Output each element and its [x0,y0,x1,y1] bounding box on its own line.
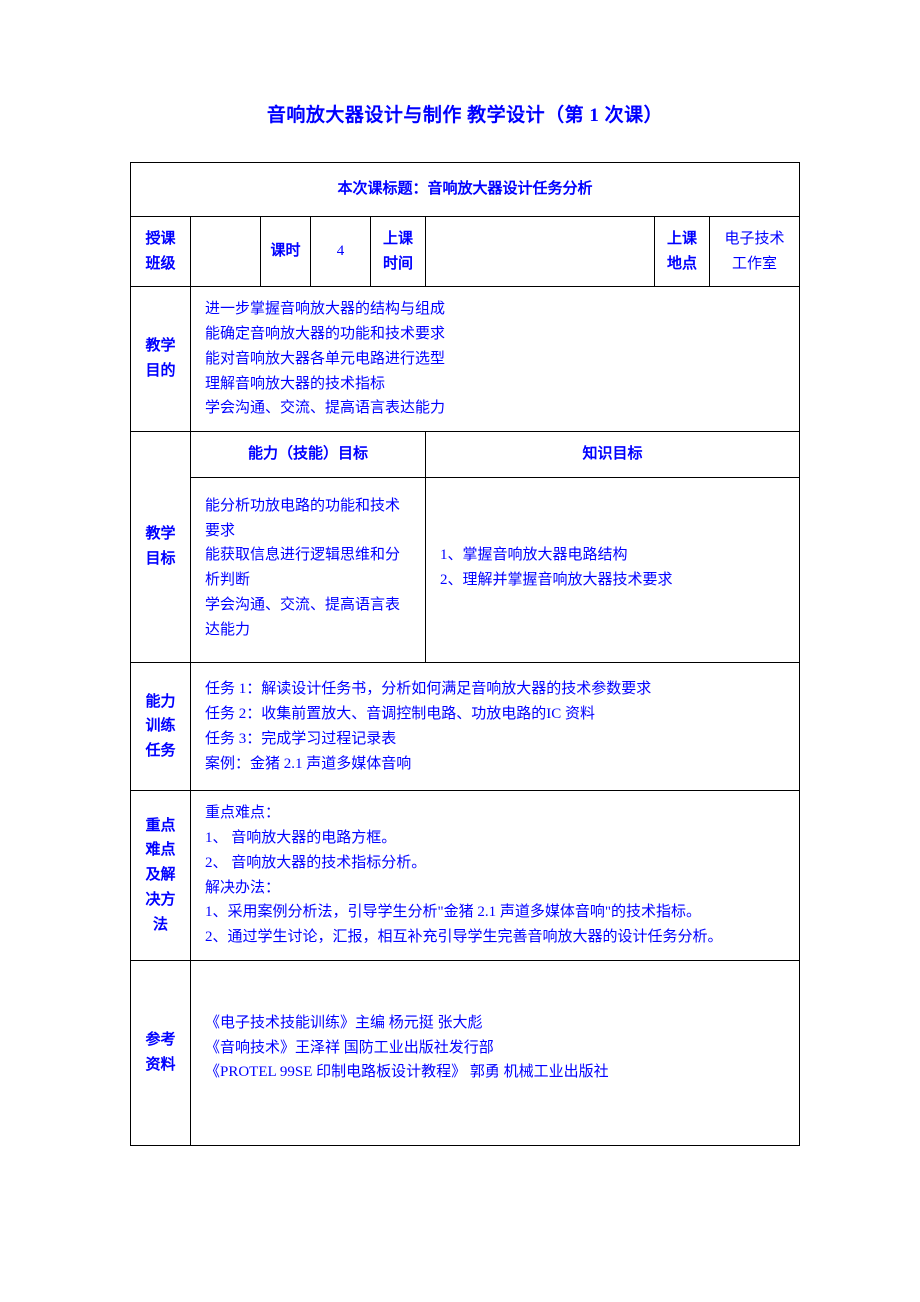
purpose-content: 进一步掌握音响放大器的结构与组成能确定音响放大器的功能和技术要求能对音响放大器各… [191,287,800,432]
lesson-table: 本次课标题：音响放大器设计任务分析 授课班级 课时 4 上课时间 上课地点 电子… [130,162,800,1146]
label-class: 授课班级 [131,216,191,287]
keypoints-content: 重点难点：1、 音响放大器的电路方框。2、 音响放大器的技术指标分析。解决办法：… [191,791,800,961]
label-purpose: 教学目的 [131,287,191,432]
label-keypoints: 重点难点及解决方法 [131,791,191,961]
label-objectives: 教学目标 [131,432,191,663]
subtitle-cell: 本次课标题：音响放大器设计任务分析 [131,163,800,217]
label-location: 上课地点 [655,216,710,287]
skill-content: 能分析功放电路的功能和技术要求能获取信息进行逻辑思维和分析判断学会沟通、交流、提… [191,477,426,663]
value-class [191,216,261,287]
value-time [426,216,655,287]
header-skill: 能力（技能）目标 [191,432,426,478]
value-hours: 4 [311,216,371,287]
label-training: 能力训练任务 [131,663,191,791]
value-location: 电子技术工作室 [710,216,800,287]
training-content: 任务 1：解读设计任务书，分析如何满足音响放大器的技术参数要求任务 2：收集前置… [191,663,800,791]
references-content: 《电子技术技能训练》主编 杨元挺 张大彪《音响技术》王泽祥 国防工业出版社发行部… [191,960,800,1145]
label-time: 上课时间 [371,216,426,287]
label-references: 参考资料 [131,960,191,1145]
header-knowledge: 知识目标 [426,432,800,478]
knowledge-content: 1、掌握音响放大器电路结构2、理解并掌握音响放大器技术要求 [426,477,800,663]
page-title: 音响放大器设计与制作 教学设计（第 1 次课） [130,100,800,127]
label-hours: 课时 [261,216,311,287]
